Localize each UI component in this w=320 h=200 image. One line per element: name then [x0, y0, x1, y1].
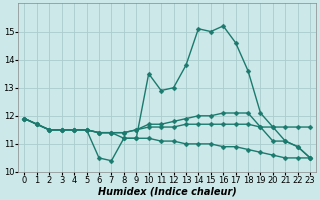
- X-axis label: Humidex (Indice chaleur): Humidex (Indice chaleur): [98, 187, 237, 197]
